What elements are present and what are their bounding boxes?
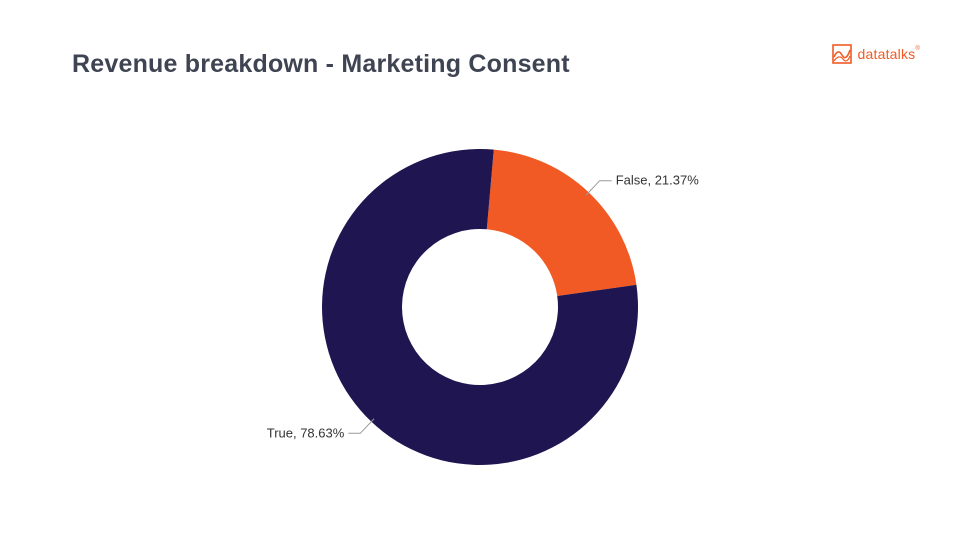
leader-line-false	[585, 180, 612, 196]
chart-title: Revenue breakdown - Marketing Consent	[72, 50, 570, 78]
pie-slice-true[interactable]	[322, 149, 639, 466]
leader-line-true	[348, 418, 375, 434]
brand-logo: datatalks®	[831, 44, 920, 64]
brand-name: datatalks®	[857, 46, 920, 62]
pie-slice-false[interactable]	[486, 149, 637, 297]
datatalks-logo-icon	[831, 44, 852, 64]
data-label-true: True, 78.63%	[267, 425, 345, 440]
data-label-false: False, 21.37%	[616, 173, 700, 188]
